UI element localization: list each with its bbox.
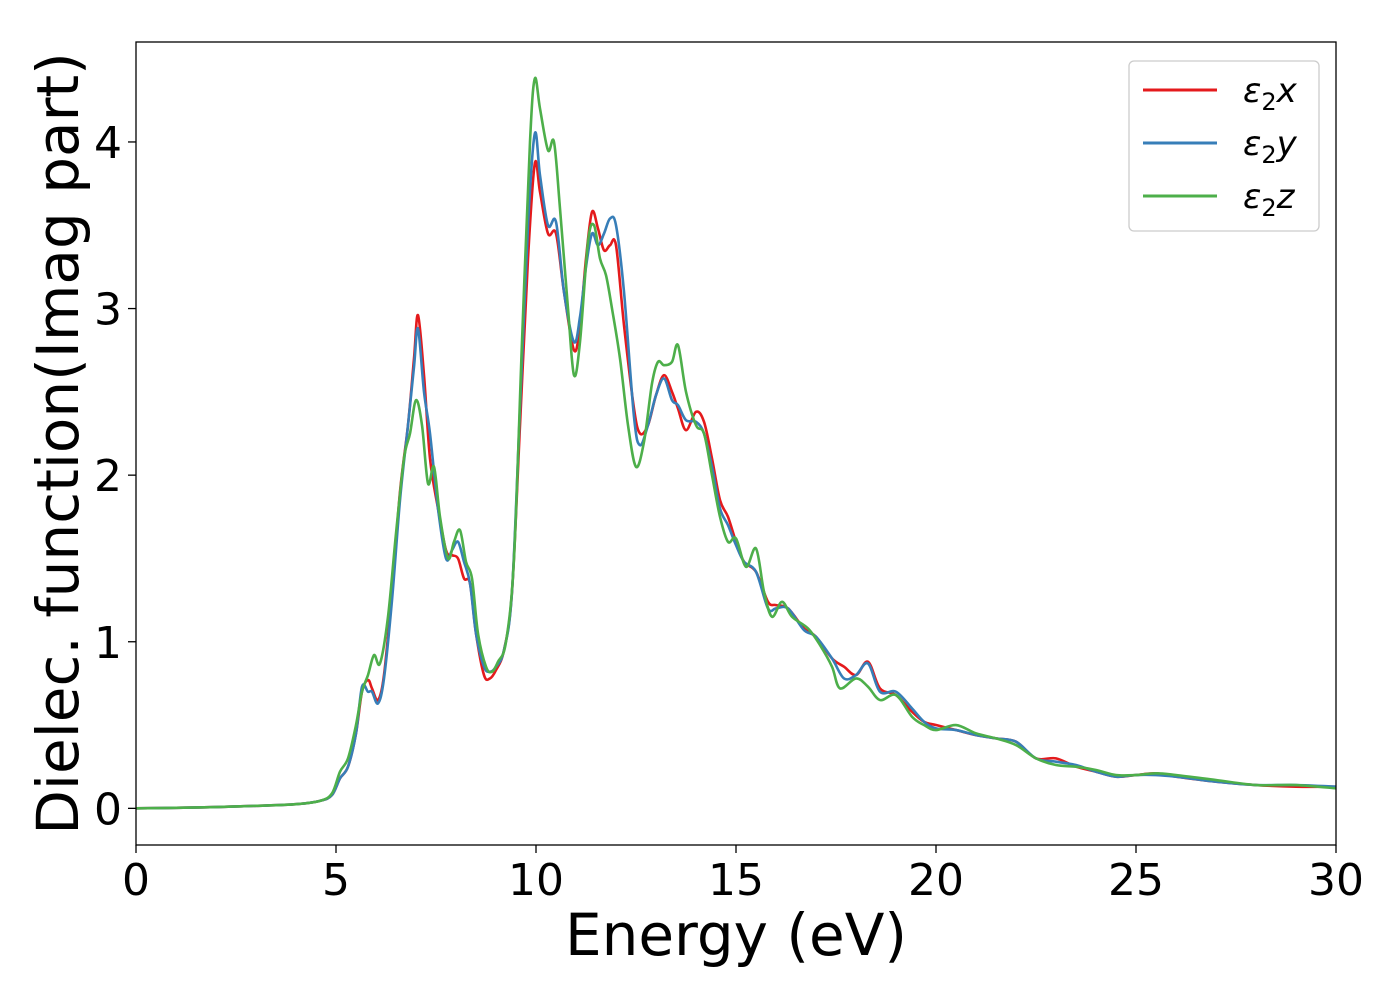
legend-label: ε2z	[1243, 177, 1296, 222]
y-axis-ticks: 0 1 2 3 4	[94, 118, 136, 835]
y-axis-title: Dielec. function(Imag part)	[24, 52, 92, 835]
legend-item-x: ε2x	[1143, 71, 1298, 116]
x-axis-ticks: 0 5 10 15 20 25 30	[122, 845, 1364, 906]
x-tick-label: 5	[322, 855, 350, 906]
series-line-x	[136, 159, 1336, 810]
y-tick-label: 4	[94, 118, 122, 169]
legend-item-z: ε2z	[1143, 177, 1296, 222]
legend-label: ε2x	[1243, 71, 1298, 116]
y-tick-label: 2	[94, 451, 122, 502]
legend-label: ε2y	[1243, 124, 1298, 169]
x-tick-label: 20	[908, 855, 964, 906]
legend-box	[1128, 60, 1320, 232]
x-tick-label: 10	[508, 855, 564, 906]
x-axis-title: Energy (eV)	[565, 901, 907, 969]
legend-items: ε2x ε2y ε2z	[1143, 71, 1298, 222]
legend-item-y: ε2y	[1143, 124, 1298, 169]
x-tick-label: 0	[122, 855, 150, 906]
y-tick-label: 1	[94, 618, 122, 669]
series-line-z	[136, 76, 1336, 810]
series-layer	[136, 76, 1336, 810]
series-line-y	[136, 131, 1336, 810]
x-tick-label: 15	[708, 855, 764, 906]
x-tick-label: 25	[1108, 855, 1164, 906]
x-tick-label: 30	[1308, 855, 1364, 906]
y-tick-label: 0	[94, 784, 122, 835]
legend: ε2x ε2y ε2z	[1128, 60, 1320, 232]
y-tick-label: 3	[94, 285, 122, 336]
